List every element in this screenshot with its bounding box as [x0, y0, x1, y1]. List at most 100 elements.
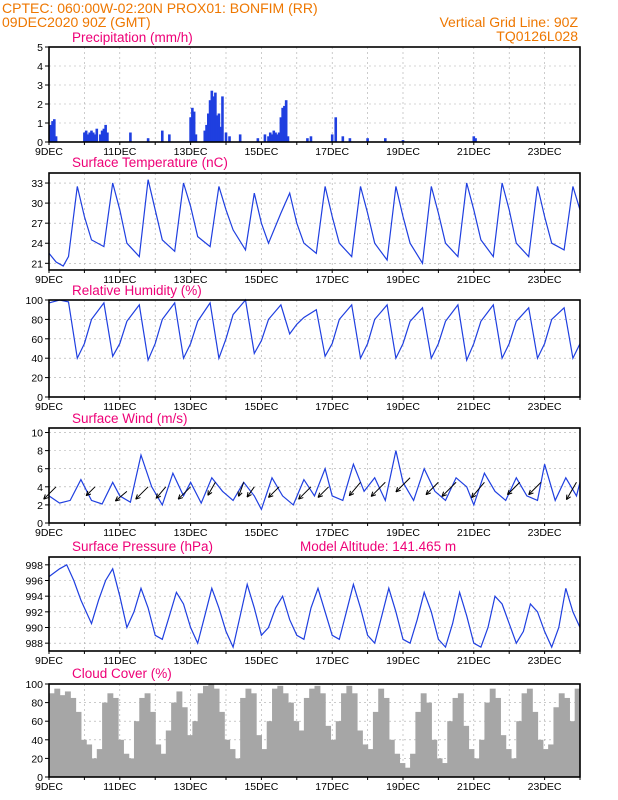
- cloud-cover-bar: [356, 730, 363, 777]
- wind-arrow-head: [506, 489, 510, 495]
- precipitation-panel: 0 1 2 3 4 5 9DEC 11DEC 13DEC 15DEC 17DEC 19DEC 21DEC…: [35, 30, 581, 158]
- wind-xtick-label: 9DEC: [35, 527, 63, 539]
- wind-arrow: [471, 481, 485, 498]
- cloud-cover-bar: [234, 758, 241, 777]
- wind-arrow: [298, 486, 312, 500]
- humidity-ytick-label: 60: [31, 334, 43, 346]
- humidity-xtick-label: 15DEC: [244, 401, 278, 413]
- cloud-cover-bar: [287, 702, 294, 777]
- wind-frame: [48, 427, 581, 524]
- wind-ytick-label: 0: [37, 518, 43, 530]
- wind-arrow: [135, 486, 149, 500]
- cloud-cover-bar: [388, 739, 395, 777]
- cloud-cover-bar: [96, 749, 103, 777]
- cloud-cover-bar: [500, 735, 507, 777]
- cloud-cover-bar: [70, 697, 77, 777]
- precipitation-bar: [49, 124, 53, 142]
- precipitation-bar: [86, 134, 90, 142]
- humidity-ytick-label: 100: [25, 295, 43, 307]
- wind-ytick-label: 4: [37, 482, 43, 494]
- wind-arrow: [566, 482, 577, 500]
- wind-arrow-head: [317, 495, 323, 498]
- temperature-ytick-label: 27: [31, 218, 43, 230]
- humidity-xtick-label: 19DEC: [386, 401, 420, 413]
- precipitation-bar: [214, 92, 217, 142]
- precipitation-bar: [279, 117, 283, 142]
- temperature-ytick-label: 30: [31, 198, 43, 210]
- wind-arrow: [238, 482, 245, 497]
- cloud-cover-bar: [165, 730, 172, 777]
- temperature-ytick-label: 33: [31, 178, 43, 190]
- wind-arrow-head: [348, 490, 351, 496]
- wind-ytick-label: 8: [37, 446, 43, 458]
- precipitation-bar: [268, 132, 272, 142]
- precipitation-bar: [194, 134, 198, 142]
- wind-arrow-head: [237, 491, 240, 497]
- cloud-cover-bar: [256, 735, 262, 777]
- cloud-cover-ytick-label: 100: [25, 679, 43, 691]
- precipitation-bar: [283, 105, 286, 142]
- cloud-cover-bar: [532, 711, 539, 777]
- cloud-cover-bar: [144, 693, 151, 777]
- pressure-ytick-label: 994: [25, 591, 43, 603]
- wind-arrow-head: [370, 494, 377, 497]
- precipitation-xtick-label: 21DEC: [457, 146, 491, 158]
- cloud-cover-bar: [362, 744, 369, 777]
- wind-xtick-label: 21DEC: [457, 527, 491, 539]
- temperature-xtick-label: 15DEC: [244, 274, 278, 286]
- precipitation-bar: [274, 132, 277, 142]
- cloud-cover-bar: [112, 697, 119, 777]
- temperature-xtick-label: 19DEC: [386, 274, 420, 286]
- cloud-cover-bar: [86, 744, 93, 777]
- cloud-cover-bar: [155, 744, 162, 777]
- cloud-cover-bar: [441, 763, 448, 777]
- cloud-cover-bar: [479, 739, 486, 777]
- cloud-cover-bar: [293, 721, 300, 777]
- cloud-cover-bar: [282, 693, 289, 777]
- precipitation-xtick-label: 19DEC: [386, 146, 420, 158]
- humidity-line: [48, 298, 581, 363]
- wind-arrow-head: [528, 489, 531, 495]
- precipitation-bar: [104, 124, 107, 142]
- cloud-cover-bar: [314, 685, 321, 777]
- precipitation-xtick-label: 11DEC: [103, 146, 136, 158]
- cloud-cover-bar: [139, 697, 146, 777]
- cloud-cover-bar: [372, 711, 379, 777]
- cloud-cover-bar: [91, 758, 98, 777]
- precipitation-bar: [309, 136, 313, 142]
- cloud-cover-bar: [558, 693, 565, 777]
- cloud-cover-bar: [224, 739, 231, 777]
- cloud-cover-xtick-label: 9DEC: [35, 781, 63, 793]
- pressure-xtick-label: 17DEC: [315, 655, 349, 667]
- cloud-cover-ytick-label: 40: [31, 735, 43, 747]
- cloud-cover-bar: [473, 758, 480, 777]
- humidity-ytick-label: 80: [31, 314, 43, 326]
- precipitation-bar: [192, 111, 196, 142]
- humidity-xtick-label: 9DEC: [35, 401, 63, 413]
- wind-arrow-head: [268, 492, 271, 498]
- precipitation-bar: [95, 128, 99, 142]
- cloud-cover-bar: [404, 767, 411, 777]
- cloud-cover-bar: [383, 697, 390, 777]
- cloud-cover-bar: [202, 685, 209, 777]
- wind-arrow: [177, 486, 191, 500]
- cloud-cover-bar: [410, 753, 416, 777]
- cloud-cover-bar: [80, 739, 87, 777]
- wind-arrow-head: [238, 492, 243, 497]
- precipitation-ytick-label: 1: [37, 118, 43, 130]
- cloud-cover-bar: [64, 691, 71, 777]
- cloud-cover-bar: [341, 693, 347, 777]
- cloud-cover-bar: [399, 763, 406, 777]
- cloud-cover-bar: [245, 688, 252, 777]
- precipitation-xtick-label: 23DEC: [528, 146, 562, 158]
- precipitation-bar: [341, 136, 345, 142]
- wind-arrow: [207, 482, 216, 496]
- wind-arrow-head: [298, 494, 301, 500]
- precipitation-bar: [84, 130, 88, 142]
- cloud-cover-bar: [457, 693, 464, 777]
- precipitation-bar: [102, 128, 106, 142]
- precipitation-bar: [472, 136, 476, 142]
- humidity-ytick-label: 0: [37, 392, 43, 404]
- precipitation-bar: [90, 130, 93, 142]
